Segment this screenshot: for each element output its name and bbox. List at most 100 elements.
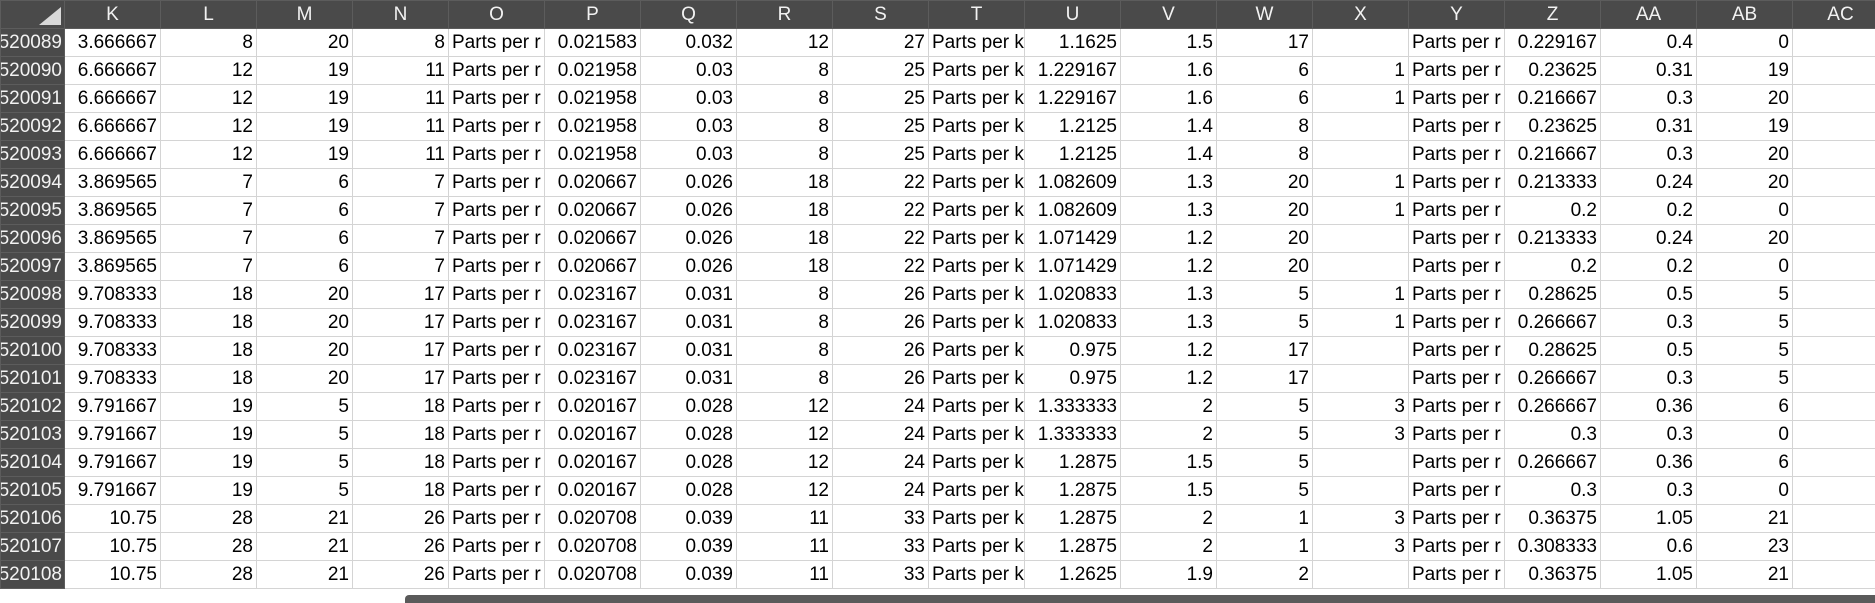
cell-n[interactable]: 8 <box>352 28 449 57</box>
cell-y[interactable]: Parts per r <box>1408 196 1505 225</box>
cell-m[interactable]: 6 <box>256 224 353 253</box>
column-header-s[interactable]: S <box>832 0 929 29</box>
cell-y[interactable]: Parts per r <box>1408 84 1505 113</box>
cell-ac[interactable] <box>1792 168 1875 197</box>
cell-r[interactable]: 18 <box>736 252 833 281</box>
row-header[interactable]: 520100 <box>0 336 65 365</box>
cell-ab[interactable]: 6 <box>1696 392 1793 421</box>
cell-ab[interactable]: 21 <box>1696 560 1793 589</box>
cell-k[interactable]: 3.869565 <box>64 224 161 253</box>
cell-k[interactable]: 6.666667 <box>64 112 161 141</box>
cell-s[interactable]: 22 <box>832 196 929 225</box>
cell-x[interactable] <box>1312 560 1409 589</box>
cell-ac[interactable] <box>1792 112 1875 141</box>
cell-r[interactable]: 8 <box>736 84 833 113</box>
cell-aa[interactable]: 0.36 <box>1600 448 1697 477</box>
cell-m[interactable]: 21 <box>256 532 353 561</box>
cell-k[interactable]: 9.791667 <box>64 420 161 449</box>
cell-l[interactable]: 12 <box>160 140 257 169</box>
cell-x[interactable] <box>1312 224 1409 253</box>
cell-v[interactable]: 1.6 <box>1120 56 1217 85</box>
cell-w[interactable]: 2 <box>1216 560 1313 589</box>
cell-t[interactable]: Parts per k <box>928 196 1025 225</box>
cell-ac[interactable] <box>1792 532 1875 561</box>
cell-t[interactable]: Parts per k <box>928 560 1025 589</box>
cell-ac[interactable] <box>1792 336 1875 365</box>
cell-l[interactable]: 12 <box>160 112 257 141</box>
cell-aa[interactable]: 0.2 <box>1600 252 1697 281</box>
cell-k[interactable]: 10.75 <box>64 560 161 589</box>
cell-p[interactable]: 0.020167 <box>544 392 641 421</box>
cell-x[interactable]: 3 <box>1312 532 1409 561</box>
row-header[interactable]: 520094 <box>0 168 65 197</box>
cell-n[interactable]: 18 <box>352 476 449 505</box>
cell-n[interactable]: 11 <box>352 56 449 85</box>
cell-y[interactable]: Parts per r <box>1408 420 1505 449</box>
cell-q[interactable]: 0.031 <box>640 280 737 309</box>
cell-t[interactable]: Parts per k <box>928 280 1025 309</box>
cell-y[interactable]: Parts per r <box>1408 308 1505 337</box>
column-header-r[interactable]: R <box>736 0 833 29</box>
cell-m[interactable]: 20 <box>256 364 353 393</box>
cell-m[interactable]: 19 <box>256 84 353 113</box>
cell-w[interactable]: 20 <box>1216 224 1313 253</box>
column-header-q[interactable]: Q <box>640 0 737 29</box>
cell-p[interactable]: 0.020167 <box>544 476 641 505</box>
cell-aa[interactable]: 0.36 <box>1600 392 1697 421</box>
cell-t[interactable]: Parts per k <box>928 448 1025 477</box>
row-header[interactable]: 520090 <box>0 56 65 85</box>
row-header[interactable]: 520097 <box>0 252 65 281</box>
cell-z[interactable]: 0.308333 <box>1504 532 1601 561</box>
cell-ac[interactable] <box>1792 252 1875 281</box>
cell-ab[interactable]: 20 <box>1696 224 1793 253</box>
cell-z[interactable]: 0.3 <box>1504 420 1601 449</box>
cell-w[interactable]: 5 <box>1216 392 1313 421</box>
cell-r[interactable]: 12 <box>736 448 833 477</box>
cell-ac[interactable] <box>1792 392 1875 421</box>
cell-p[interactable]: 0.020667 <box>544 168 641 197</box>
cell-w[interactable]: 17 <box>1216 364 1313 393</box>
cell-x[interactable] <box>1312 140 1409 169</box>
cell-v[interactable]: 1.2 <box>1120 336 1217 365</box>
cell-w[interactable]: 17 <box>1216 336 1313 365</box>
cell-s[interactable]: 22 <box>832 252 929 281</box>
cell-u[interactable]: 1.333333 <box>1024 420 1121 449</box>
cell-u[interactable]: 1.020833 <box>1024 308 1121 337</box>
cell-r[interactable]: 18 <box>736 168 833 197</box>
cell-v[interactable]: 1.9 <box>1120 560 1217 589</box>
cell-n[interactable]: 26 <box>352 560 449 589</box>
cell-n[interactable]: 17 <box>352 308 449 337</box>
cell-s[interactable]: 25 <box>832 112 929 141</box>
cell-aa[interactable]: 0.3 <box>1600 364 1697 393</box>
cell-s[interactable]: 26 <box>832 364 929 393</box>
cell-p[interactable]: 0.021958 <box>544 84 641 113</box>
cell-s[interactable]: 26 <box>832 280 929 309</box>
cell-x[interactable]: 1 <box>1312 84 1409 113</box>
column-header-n[interactable]: N <box>352 0 449 29</box>
cell-aa[interactable]: 0.31 <box>1600 112 1697 141</box>
row-header[interactable]: 520093 <box>0 140 65 169</box>
cell-r[interactable]: 12 <box>736 420 833 449</box>
cell-l[interactable]: 19 <box>160 420 257 449</box>
cell-v[interactable]: 1.2 <box>1120 252 1217 281</box>
cell-s[interactable]: 33 <box>832 532 929 561</box>
column-header-l[interactable]: L <box>160 0 257 29</box>
cell-u[interactable]: 1.333333 <box>1024 392 1121 421</box>
cell-l[interactable]: 18 <box>160 308 257 337</box>
cell-ab[interactable]: 20 <box>1696 168 1793 197</box>
column-header-k[interactable]: K <box>64 0 161 29</box>
cell-x[interactable]: 1 <box>1312 308 1409 337</box>
cell-aa[interactable]: 0.3 <box>1600 420 1697 449</box>
cell-q[interactable]: 0.028 <box>640 420 737 449</box>
cell-v[interactable]: 1.5 <box>1120 28 1217 57</box>
cell-n[interactable]: 26 <box>352 532 449 561</box>
cell-l[interactable]: 28 <box>160 504 257 533</box>
cell-l[interactable]: 18 <box>160 336 257 365</box>
cell-l[interactable]: 18 <box>160 280 257 309</box>
cell-z[interactable]: 0.36375 <box>1504 560 1601 589</box>
cell-m[interactable]: 21 <box>256 504 353 533</box>
cell-y[interactable]: Parts per r <box>1408 28 1505 57</box>
cell-ab[interactable]: 21 <box>1696 504 1793 533</box>
cell-w[interactable]: 20 <box>1216 196 1313 225</box>
cell-aa[interactable]: 0.3 <box>1600 308 1697 337</box>
